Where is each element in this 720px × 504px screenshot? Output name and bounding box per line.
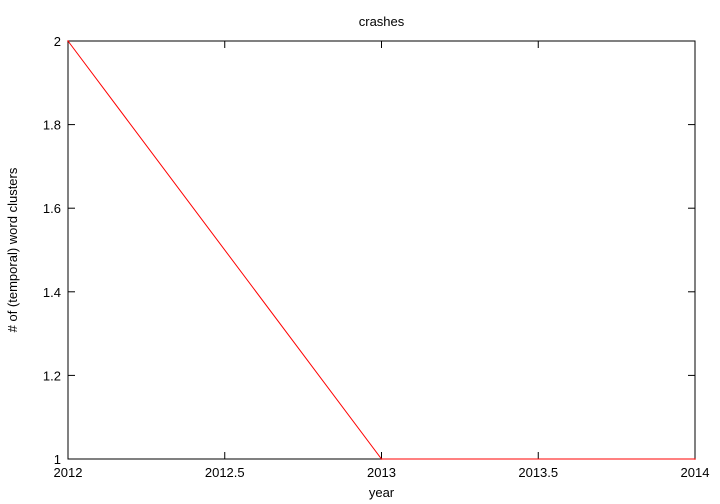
y-axis-ticks: 1 1.2 1.4 1.6 1.8 2 xyxy=(43,34,695,467)
x-tick-label: 2014 xyxy=(681,465,710,480)
y-tick-label: 1 xyxy=(54,452,61,467)
series-line xyxy=(67,40,695,460)
y-tick-label: 1.2 xyxy=(43,368,61,383)
data-point xyxy=(380,458,383,460)
x-tick-label: 2012 xyxy=(54,465,83,480)
data-point xyxy=(694,458,696,460)
chart-title: crashes xyxy=(359,14,405,29)
plot-area-frame xyxy=(67,40,696,460)
y-tick-label: 1.6 xyxy=(43,201,61,216)
series-layer xyxy=(67,40,696,460)
x-axis-ticks: 2012 2012.5 2013 2013.5 2014 xyxy=(54,41,710,480)
x-tick-label: 2013.5 xyxy=(518,465,558,480)
y-tick-label: 1.4 xyxy=(43,285,61,300)
y-tick-label: 2 xyxy=(54,34,61,49)
x-axis-label: year xyxy=(369,485,395,500)
y-axis-label: # of (temporal) word clusters xyxy=(5,167,20,332)
x-tick-label: 2012.5 xyxy=(205,465,245,480)
y-tick-label: 1.8 xyxy=(43,118,61,133)
x-tick-label: 2013 xyxy=(367,465,396,480)
data-point xyxy=(67,40,69,42)
